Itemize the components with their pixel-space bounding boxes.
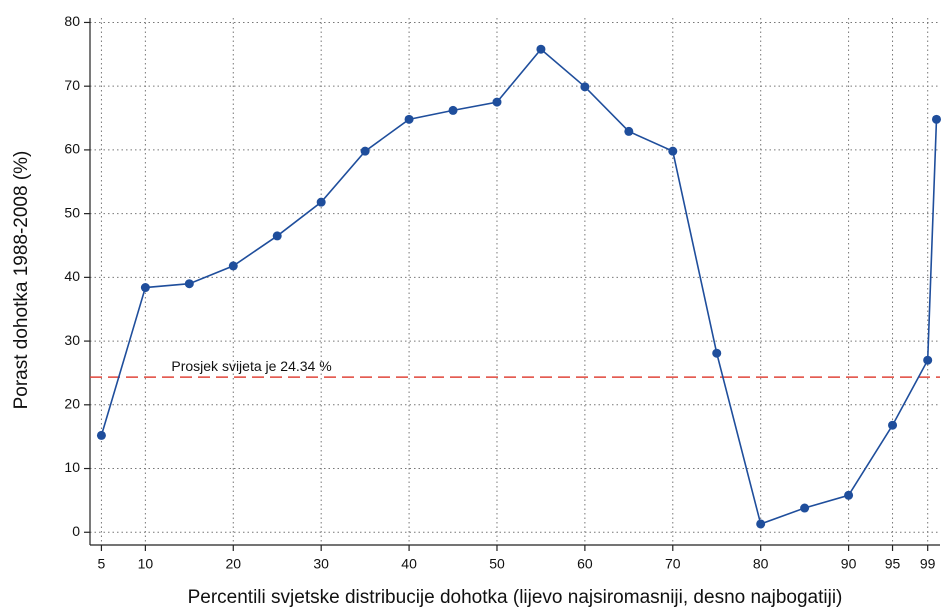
point bbox=[96, 430, 106, 440]
x-tick-label: 50 bbox=[489, 556, 505, 572]
y-tick-label: 30 bbox=[64, 332, 80, 348]
y-tick-label: 70 bbox=[64, 77, 80, 93]
point bbox=[140, 283, 150, 293]
point bbox=[272, 231, 282, 241]
point bbox=[448, 105, 458, 115]
x-tick-label: 30 bbox=[313, 556, 329, 572]
x-tick-label: 5 bbox=[98, 556, 106, 572]
y-tick-label: 60 bbox=[64, 141, 80, 157]
point bbox=[624, 126, 634, 136]
reference-label: Prosjek svijeta je 24.34 % bbox=[171, 358, 331, 374]
y-tick-label: 20 bbox=[64, 396, 80, 412]
point bbox=[712, 348, 722, 358]
y-tick-label: 80 bbox=[64, 13, 80, 29]
x-tick-label: 70 bbox=[665, 556, 681, 572]
x-tick-label: 40 bbox=[401, 556, 417, 572]
y-tick-label: 50 bbox=[64, 204, 80, 220]
point bbox=[931, 114, 941, 124]
point bbox=[536, 44, 546, 54]
point bbox=[184, 279, 194, 289]
point bbox=[228, 261, 238, 271]
x-tick-label: 99 bbox=[920, 556, 936, 572]
y-tick-label: 40 bbox=[64, 268, 80, 284]
x-tick-label: 95 bbox=[885, 556, 901, 572]
y-tick-label: 0 bbox=[72, 523, 80, 539]
y-axis-title: Porast dohotka 1988-2008 (%) bbox=[11, 151, 32, 410]
x-tick-label: 80 bbox=[753, 556, 769, 572]
point bbox=[316, 197, 326, 207]
point bbox=[923, 355, 933, 365]
x-axis-title: Percentili svjetske distribucije dohotka… bbox=[188, 587, 843, 608]
x-tick-label: 10 bbox=[138, 556, 154, 572]
point bbox=[492, 97, 502, 107]
series-line bbox=[100, 48, 938, 526]
point bbox=[800, 503, 810, 513]
x-tick-label: 90 bbox=[841, 556, 857, 572]
point bbox=[668, 146, 678, 156]
point bbox=[360, 146, 370, 156]
x-tick-label: 20 bbox=[225, 556, 241, 572]
point bbox=[888, 420, 898, 430]
x-tick-label: 60 bbox=[577, 556, 593, 572]
point bbox=[580, 82, 590, 92]
point bbox=[404, 114, 414, 124]
point bbox=[844, 490, 854, 500]
point bbox=[756, 519, 766, 529]
y-tick-label: 10 bbox=[64, 459, 80, 475]
